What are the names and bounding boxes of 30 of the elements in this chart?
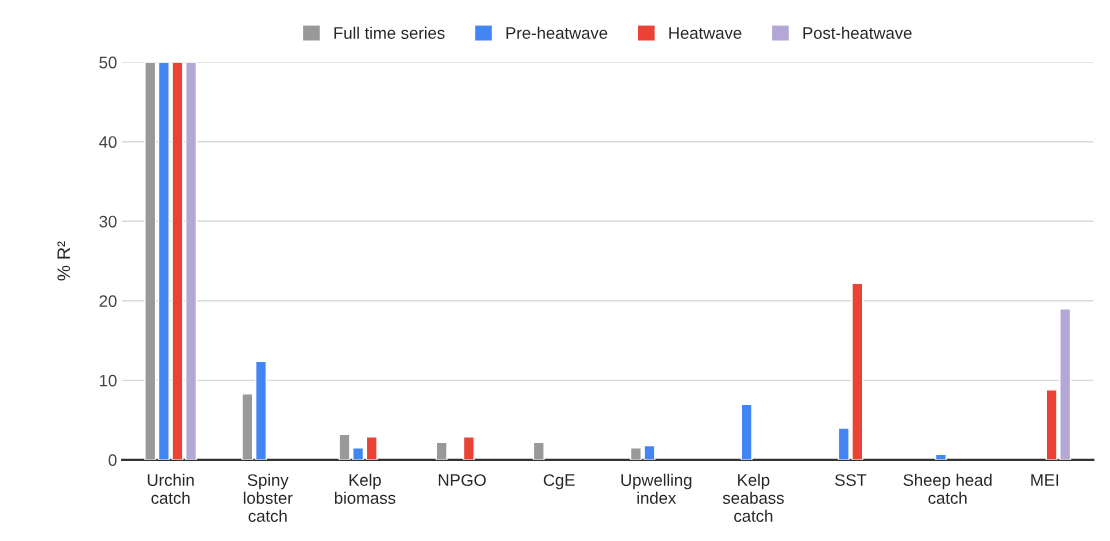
y-tick-label: 10 [99, 374, 117, 387]
legend-label: Full time series [334, 26, 445, 39]
y-tick-label: 0 [108, 454, 117, 467]
bar [365, 436, 378, 460]
x-tick-label: Sheep head catch [903, 473, 992, 504]
legend-label: Post-heatwave [803, 26, 912, 39]
x-tick-label: MEI [1031, 474, 1059, 486]
y-tick-label: 40 [99, 136, 117, 148]
bar [435, 441, 448, 460]
legend-label: Pre-heatwave [506, 26, 608, 39]
bar [241, 393, 254, 460]
bar [532, 441, 545, 460]
x-tick-label: Upwelling index [621, 473, 692, 504]
x-tick-label: CgE [543, 474, 575, 490]
y-tick-label: 50 [99, 56, 117, 69]
y-axis-title: % R² [57, 241, 71, 281]
x-tick-label: Urchin catch [147, 473, 194, 504]
bar [462, 436, 475, 460]
legend-label: Heatwave [669, 27, 742, 39]
x-tick-label: Spiny lobster catch [243, 473, 293, 522]
bar [740, 403, 753, 460]
x-tick-label: NPGO [438, 474, 486, 486]
x-tick-label: Kelp biomass [334, 473, 396, 504]
y-tick-label: 20 [99, 295, 117, 307]
bar [254, 360, 268, 460]
bar [185, 62, 198, 460]
x-tick-label: Kelp seabass catch [722, 473, 784, 522]
x-tick-label: SST [835, 474, 867, 486]
y-tick-label: 30 [99, 215, 117, 228]
bar [144, 62, 157, 460]
